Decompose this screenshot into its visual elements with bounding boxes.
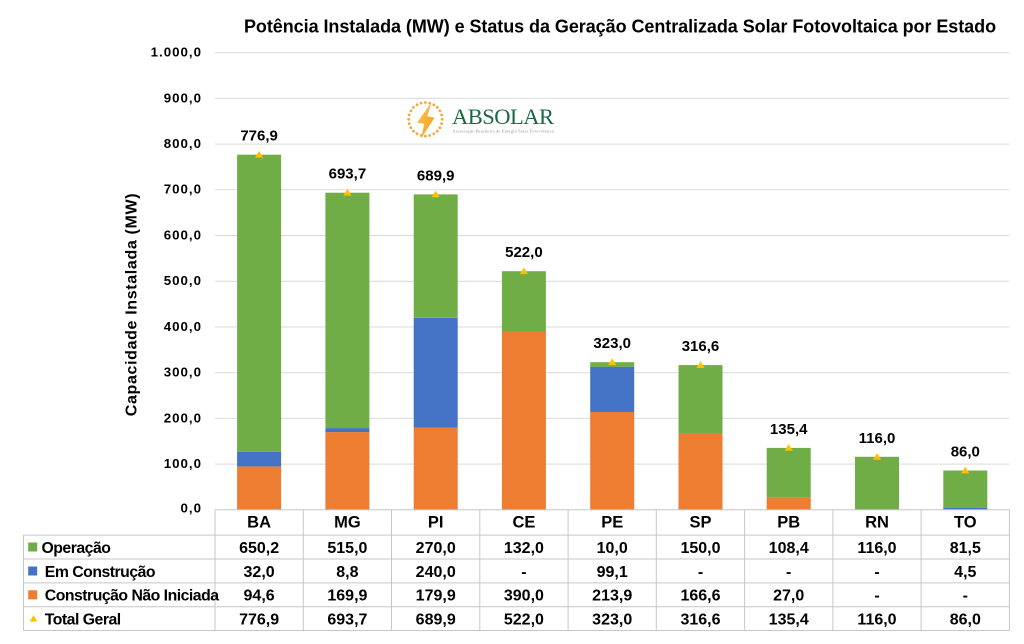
svg-text:BA: BA xyxy=(247,514,271,532)
svg-text:0,0: 0,0 xyxy=(181,501,203,516)
svg-text:10,0: 10,0 xyxy=(597,540,628,557)
svg-text:32,0: 32,0 xyxy=(244,564,275,581)
svg-text:4,5: 4,5 xyxy=(954,564,976,581)
svg-text:ABSOLAR: ABSOLAR xyxy=(452,104,554,129)
svg-text:150,0: 150,0 xyxy=(680,540,720,557)
svg-text:700,0: 700,0 xyxy=(164,182,202,197)
svg-text:116,0: 116,0 xyxy=(857,611,896,628)
svg-text:135,4: 135,4 xyxy=(770,421,808,438)
svg-text:TO: TO xyxy=(954,514,977,532)
svg-text:179,9: 179,9 xyxy=(416,588,456,605)
svg-text:86,0: 86,0 xyxy=(951,444,980,461)
svg-text:169,9: 169,9 xyxy=(327,588,367,605)
svg-text:693,7: 693,7 xyxy=(327,611,367,628)
svg-text:94,6: 94,6 xyxy=(244,588,275,605)
svg-text:SP: SP xyxy=(689,514,711,532)
svg-text:81,5: 81,5 xyxy=(950,540,981,557)
svg-text:99,1: 99,1 xyxy=(597,564,628,581)
svg-text:600,0: 600,0 xyxy=(164,227,202,242)
svg-text:PB: PB xyxy=(777,514,800,532)
svg-text:650,2: 650,2 xyxy=(239,540,279,557)
svg-text:-: - xyxy=(698,564,703,581)
svg-text:-: - xyxy=(786,564,791,581)
svg-text:400,0: 400,0 xyxy=(164,319,202,334)
svg-text:-: - xyxy=(874,564,879,581)
svg-text:Potência Instalada (MW) e Stat: Potência Instalada (MW) e Status da Gera… xyxy=(244,17,996,37)
svg-text:689,9: 689,9 xyxy=(417,167,455,184)
svg-text:900,0: 900,0 xyxy=(164,90,202,105)
svg-text:116,0: 116,0 xyxy=(857,540,896,557)
svg-text:100,0: 100,0 xyxy=(164,456,202,471)
svg-text:522,0: 522,0 xyxy=(505,244,543,261)
svg-text:CE: CE xyxy=(512,514,535,532)
svg-text:323,0: 323,0 xyxy=(592,611,632,628)
svg-text:776,9: 776,9 xyxy=(239,611,279,628)
svg-text:1.000,0: 1.000,0 xyxy=(151,45,202,60)
svg-text:316,6: 316,6 xyxy=(682,338,720,355)
svg-text:-: - xyxy=(521,564,526,581)
svg-text:522,0: 522,0 xyxy=(504,611,544,628)
svg-text:Capacidade Instalada (MW): Capacidade Instalada (MW) xyxy=(123,193,140,416)
svg-text:300,0: 300,0 xyxy=(164,365,202,380)
svg-text:693,7: 693,7 xyxy=(329,166,367,183)
svg-text:86,0: 86,0 xyxy=(950,611,981,628)
svg-text:-: - xyxy=(874,588,879,605)
svg-text:500,0: 500,0 xyxy=(164,273,202,288)
svg-text:108,4: 108,4 xyxy=(769,540,809,557)
svg-text:316,6: 316,6 xyxy=(680,611,720,628)
svg-text:116,0: 116,0 xyxy=(859,430,896,447)
svg-text:240,0: 240,0 xyxy=(416,564,456,581)
svg-text:200,0: 200,0 xyxy=(164,410,202,425)
svg-text:Em Construção: Em Construção xyxy=(45,564,156,581)
svg-text:135,4: 135,4 xyxy=(769,611,809,628)
svg-text:689,9: 689,9 xyxy=(416,611,456,628)
svg-text:270,0: 270,0 xyxy=(416,540,456,557)
svg-text:132,0: 132,0 xyxy=(504,540,544,557)
svg-text:RN: RN xyxy=(865,514,889,532)
svg-text:MG: MG xyxy=(334,514,361,532)
svg-text:776,9: 776,9 xyxy=(240,128,278,145)
svg-text:Total Geral: Total Geral xyxy=(45,611,121,628)
svg-text:166,6: 166,6 xyxy=(680,588,720,605)
svg-text:PI: PI xyxy=(428,514,444,532)
svg-text:Associação Brasileira de Energ: Associação Brasileira de Energia Solar F… xyxy=(453,128,554,133)
svg-text:213,9: 213,9 xyxy=(592,588,632,605)
svg-text:-: - xyxy=(963,588,968,605)
svg-text:323,0: 323,0 xyxy=(593,335,631,352)
svg-text:27,0: 27,0 xyxy=(773,588,804,605)
svg-text:PE: PE xyxy=(601,514,623,532)
svg-text:Operação: Operação xyxy=(42,540,112,557)
svg-text:Construção Não Iniciada: Construção Não Iniciada xyxy=(45,588,219,605)
svg-text:515,0: 515,0 xyxy=(327,540,367,557)
svg-text:800,0: 800,0 xyxy=(164,136,202,151)
svg-text:390,0: 390,0 xyxy=(504,588,544,605)
svg-text:8,8: 8,8 xyxy=(336,564,358,581)
